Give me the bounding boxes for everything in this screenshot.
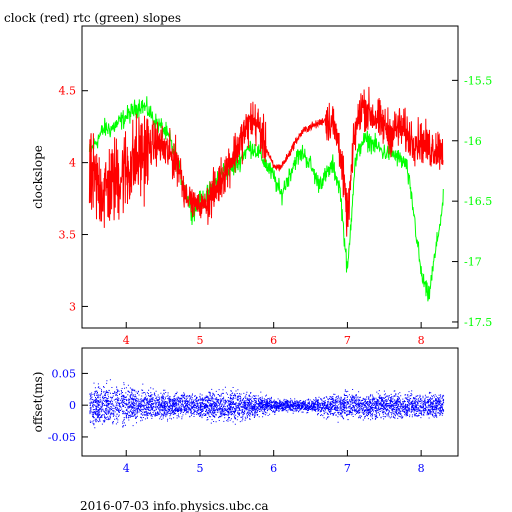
bottom-left-tick-label: 0 bbox=[69, 399, 76, 412]
bottom-x-tick-label: 4 bbox=[123, 462, 130, 475]
left-tick-label: 4 bbox=[69, 157, 76, 170]
offset-scatter-points bbox=[89, 379, 445, 429]
top-x-tick-label: 8 bbox=[418, 334, 425, 347]
right-tick-label: -17 bbox=[464, 256, 482, 269]
right-tick-label: -15.5 bbox=[464, 74, 492, 87]
top-x-tick-label: 7 bbox=[344, 334, 351, 347]
bottom-series-group bbox=[89, 379, 445, 429]
top-left-axis: 3 3.5 4 4.5 bbox=[59, 85, 88, 313]
bottom-x-tick-label: 7 bbox=[344, 462, 351, 475]
right-tick-label: -16 bbox=[464, 135, 482, 148]
top-x-axis: 4 5 6 7 8 bbox=[123, 322, 425, 347]
top-x-tick-label: 4 bbox=[123, 334, 130, 347]
right-tick-label: -17.5 bbox=[464, 316, 492, 329]
right-tick-label: -16.5 bbox=[464, 195, 492, 208]
top-series-group bbox=[88, 86, 444, 302]
top-y-axis-label: clockslope bbox=[31, 145, 45, 209]
bottom-left-tick-label: 0.05 bbox=[52, 367, 77, 380]
left-tick-label: 4.5 bbox=[59, 85, 77, 98]
top-x-tick-label: 5 bbox=[196, 334, 203, 347]
top-right-axis: -17.5 -17 -16.5 -16 -15.5 bbox=[452, 74, 492, 329]
bottom-y-axis-label: offset(ms) bbox=[31, 372, 45, 433]
bottom-x-tick-label: 8 bbox=[418, 462, 425, 475]
bottom-x-tick-label: 6 bbox=[270, 462, 277, 475]
chart-title: clock (red) rtc (green) slopes bbox=[4, 11, 181, 25]
bottom-left-tick-label: -0.05 bbox=[48, 431, 76, 444]
clock-series-line bbox=[88, 86, 444, 237]
bottom-left-axis: -0.05 0 0.05 bbox=[48, 367, 88, 444]
left-tick-label: 3 bbox=[69, 300, 76, 313]
top-x-tick-label: 6 bbox=[270, 334, 277, 347]
bottom-plot-frame bbox=[81, 347, 459, 457]
top-plot-frame bbox=[81, 25, 459, 329]
bottom-panel: -0.05 0 0.05 4 5 6 7 8 offset(ms) bbox=[31, 347, 459, 475]
top-panel: 3 3.5 4 4.5 -17.5 -17 -16.5 -16 -15.5 4 5 6 7 8 clo… bbox=[31, 25, 492, 347]
rtc-series-line bbox=[88, 96, 444, 302]
bottom-x-axis: 4 5 6 7 8 bbox=[123, 450, 425, 475]
footer-text: 2016-07-03 info.physics.ubc.ca bbox=[80, 499, 269, 512]
bottom-x-tick-label: 5 bbox=[196, 462, 203, 475]
left-tick-label: 3.5 bbox=[59, 229, 77, 242]
